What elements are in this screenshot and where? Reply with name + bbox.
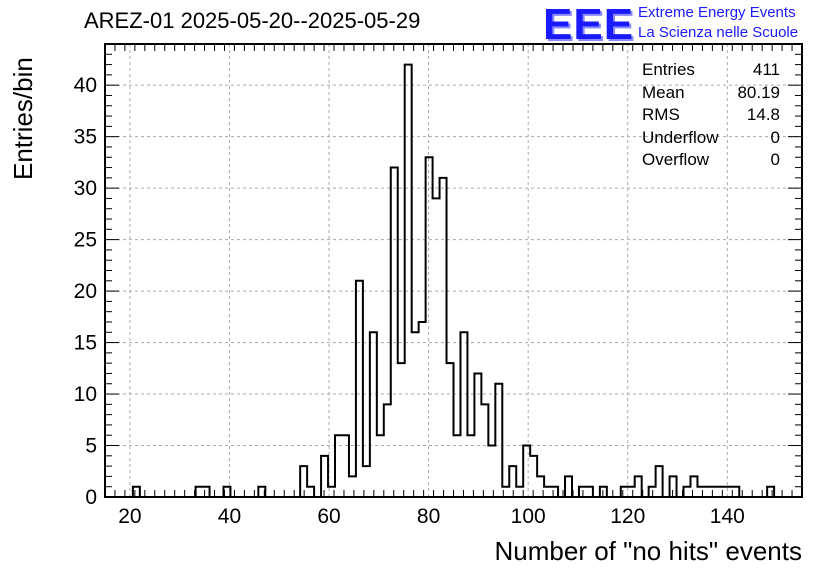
stats-value: 14.8 xyxy=(746,105,780,124)
x-tick-label: 60 xyxy=(317,505,340,528)
histogram-bin xyxy=(582,487,589,497)
histogram-bin xyxy=(464,435,471,497)
stats-label: RMS xyxy=(642,105,680,124)
histogram-bin xyxy=(443,363,450,497)
y-tick-label: 25 xyxy=(74,229,97,252)
axes xyxy=(104,43,803,498)
histogram-bin xyxy=(478,404,485,497)
histogram-bin xyxy=(325,487,332,497)
x-tick-label: 80 xyxy=(417,505,440,528)
y-tick-label: 35 xyxy=(74,126,97,149)
x-tick-label: 100 xyxy=(511,505,546,528)
histogram-bin xyxy=(436,178,443,497)
logo-subtitle-1: Extreme Energy Events xyxy=(638,4,796,21)
histogram-bin xyxy=(715,487,722,497)
tick-labels: 20 40 60 80 100 120 140 0 5 10 15 20 25 30 35 40 xyxy=(74,74,745,528)
eee-logo-letters: EEE xyxy=(543,0,635,49)
histogram-bin xyxy=(408,332,415,497)
y-tick-label: 40 xyxy=(74,74,97,97)
y-tick-label: 0 xyxy=(85,486,97,509)
histogram-bin xyxy=(513,487,520,497)
histogram-bin xyxy=(485,446,492,497)
histogram-bin xyxy=(450,435,457,497)
y-tick-label: 5 xyxy=(85,435,97,458)
histogram-bin xyxy=(345,476,352,497)
y-tick-label: 20 xyxy=(74,280,97,303)
stats-row-mean: Mean 80.19 xyxy=(642,83,780,106)
stats-row-overflow: Overflow 0 xyxy=(642,150,780,173)
stats-label: Entries xyxy=(642,60,695,79)
stats-row-entries: Entries 411 xyxy=(642,60,780,83)
histogram-bin xyxy=(359,466,366,497)
x-tick-label: 40 xyxy=(218,505,241,528)
histogram-bin xyxy=(415,322,422,497)
stats-value: 411 xyxy=(752,60,780,79)
stats-label: Overflow xyxy=(642,150,710,169)
logo-subtitle-2: La Scienza nelle Scuole xyxy=(638,24,799,41)
y-tick-label: 30 xyxy=(74,177,97,200)
histogram-bin xyxy=(338,435,345,497)
histogram-bin xyxy=(708,487,715,497)
eee-logo: EEE Extreme Energy Events La Scienza nel… xyxy=(543,0,833,49)
stats-row-underflow: Underflow 0 xyxy=(642,128,780,151)
stats-label: Mean xyxy=(642,82,685,102)
y-tick-label: 10 xyxy=(74,383,97,406)
x-tick-label: 20 xyxy=(118,505,141,528)
stats-label: Underflow xyxy=(642,127,719,147)
chart-title: AREZ-01 2025-05-20--2025-05-29 xyxy=(84,8,421,33)
x-axis-label: Number of "no hits" events xyxy=(494,536,803,566)
stats-value: 0 xyxy=(770,127,780,147)
histogram-bin xyxy=(394,363,401,497)
stats-row-rms: RMS 14.8 xyxy=(642,105,780,128)
histogram-bin xyxy=(694,487,701,497)
stats-value: 0 xyxy=(770,150,780,169)
y-axis-label: Entries/bin xyxy=(8,57,38,180)
histogram-bin xyxy=(373,435,380,497)
histogram-bin xyxy=(429,198,436,497)
histogram-bin xyxy=(499,487,506,497)
stats-value: 80.19 xyxy=(737,82,780,102)
x-tick-label: 120 xyxy=(610,505,645,528)
y-tick-label: 15 xyxy=(74,332,97,355)
x-tick-label: 140 xyxy=(710,505,745,528)
stats-box: Entries 411 Mean 80.19 RMS 14.8 Underflo… xyxy=(642,60,780,173)
histogram-bin xyxy=(541,487,548,497)
histogram-bin xyxy=(534,476,541,497)
histogram-bin xyxy=(304,487,311,497)
